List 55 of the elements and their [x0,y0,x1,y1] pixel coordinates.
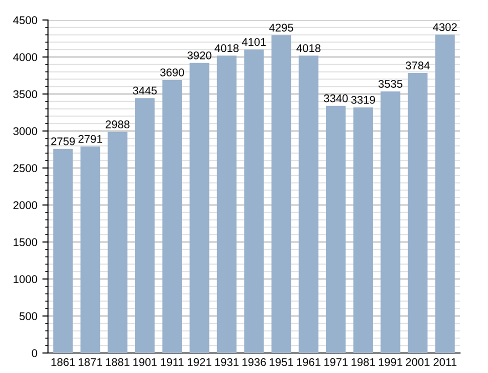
bar [135,98,155,353]
x-tick-label: 1881 [106,358,130,366]
x-tick-label: 1931 [215,358,239,366]
data-label: 3690 [160,68,184,76]
y-tick-label: 3500 [13,90,38,98]
x-tick-label: 2011 [434,358,456,366]
bar [271,35,292,353]
data-label: 3319 [351,96,375,104]
bar [80,146,100,353]
bar [53,148,73,353]
data-label: 3920 [187,51,212,60]
bar [216,56,237,353]
bar [244,50,264,353]
x-tick-label: 1861 [51,358,75,366]
x-tick-label: 1871 [78,358,102,366]
data-label: 4018 [296,44,320,52]
x-tick-label: 1971 [324,358,348,366]
x-tick-label: 2001 [406,358,430,366]
data-label: 2791 [78,135,102,143]
data-label: 3445 [132,86,157,94]
x-tick-label: 1981 [352,358,375,366]
data-label: 4018 [214,44,239,52]
data-label: 2759 [51,137,75,146]
y-tick-label: 2500 [13,164,38,172]
y-tick-label: 4500 [13,16,38,24]
bar [162,80,182,353]
bar [380,91,400,353]
x-tick-label: 1911 [161,358,184,366]
bar [326,106,346,353]
data-label: 3784 [406,62,430,70]
data-label: 3340 [324,94,348,102]
y-tick-label: 2000 [13,201,38,210]
data-label: 2988 [106,120,130,128]
data-label: 4101 [242,38,266,46]
bar [190,62,210,353]
x-tick-label: 1921 [188,358,212,366]
bar [435,34,455,353]
bar [298,56,318,353]
x-tick-label: 1936 [242,358,266,366]
x-tick-label: 1991 [378,358,402,366]
x-tick-label: 1961 [297,358,320,366]
y-tick-label: 1000 [14,275,38,284]
y-tick-label: 1500 [14,238,38,246]
data-label: 4295 [269,24,294,32]
y-tick-label: 3000 [13,127,38,136]
x-tick-label: 1901 [133,358,157,366]
y-tick-label: 0 [32,349,38,358]
x-tick-label: 1951 [270,358,294,366]
data-label: 3535 [378,80,402,88]
bar [353,107,373,353]
y-tick-label: 4000 [13,53,38,62]
data-label: 4302 [432,23,457,32]
bar [408,72,428,353]
bar [108,132,128,353]
y-tick-label: 500 [19,312,38,320]
